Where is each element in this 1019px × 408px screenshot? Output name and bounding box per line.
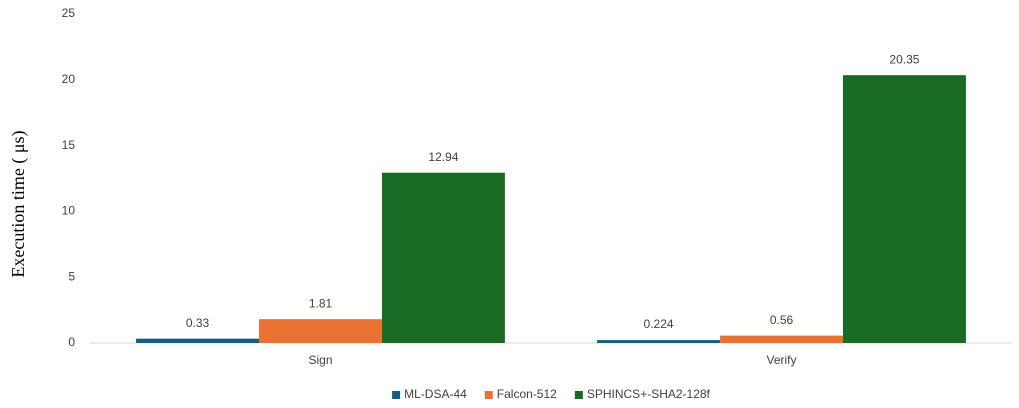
bar (259, 319, 382, 343)
y-tick-label: 10 (62, 204, 76, 218)
data-label: 12.94 (428, 150, 458, 164)
legend-marker (574, 391, 583, 399)
x-tick-label: Sign (308, 353, 332, 367)
y-tick-label: 15 (62, 138, 76, 152)
bar (720, 335, 843, 343)
data-label: 20.35 (889, 52, 919, 66)
x-tick-label: Verify (766, 353, 796, 367)
legend-label: Falcon-512 (497, 387, 557, 401)
y-tick-label: 20 (62, 72, 76, 86)
legend-label: SPHINCS+-SHA2-128f (587, 387, 711, 401)
y-tick-label: 5 (68, 269, 75, 283)
data-label: 1.81 (309, 296, 333, 310)
legend-label: ML-DSA-44 (404, 387, 467, 401)
y-tick-label: 25 (62, 6, 76, 20)
data-label: 0.56 (770, 313, 794, 327)
data-label: 0.224 (644, 317, 674, 331)
y-axis-title: Execution time ( μs) (8, 130, 29, 277)
legend-marker (392, 391, 401, 399)
data-label: 0.33 (186, 316, 210, 330)
legend-marker (484, 391, 493, 399)
bar (597, 340, 721, 343)
bar (136, 338, 260, 343)
bar (842, 75, 966, 343)
y-tick-label: 0 (68, 335, 75, 349)
bar (381, 172, 505, 343)
